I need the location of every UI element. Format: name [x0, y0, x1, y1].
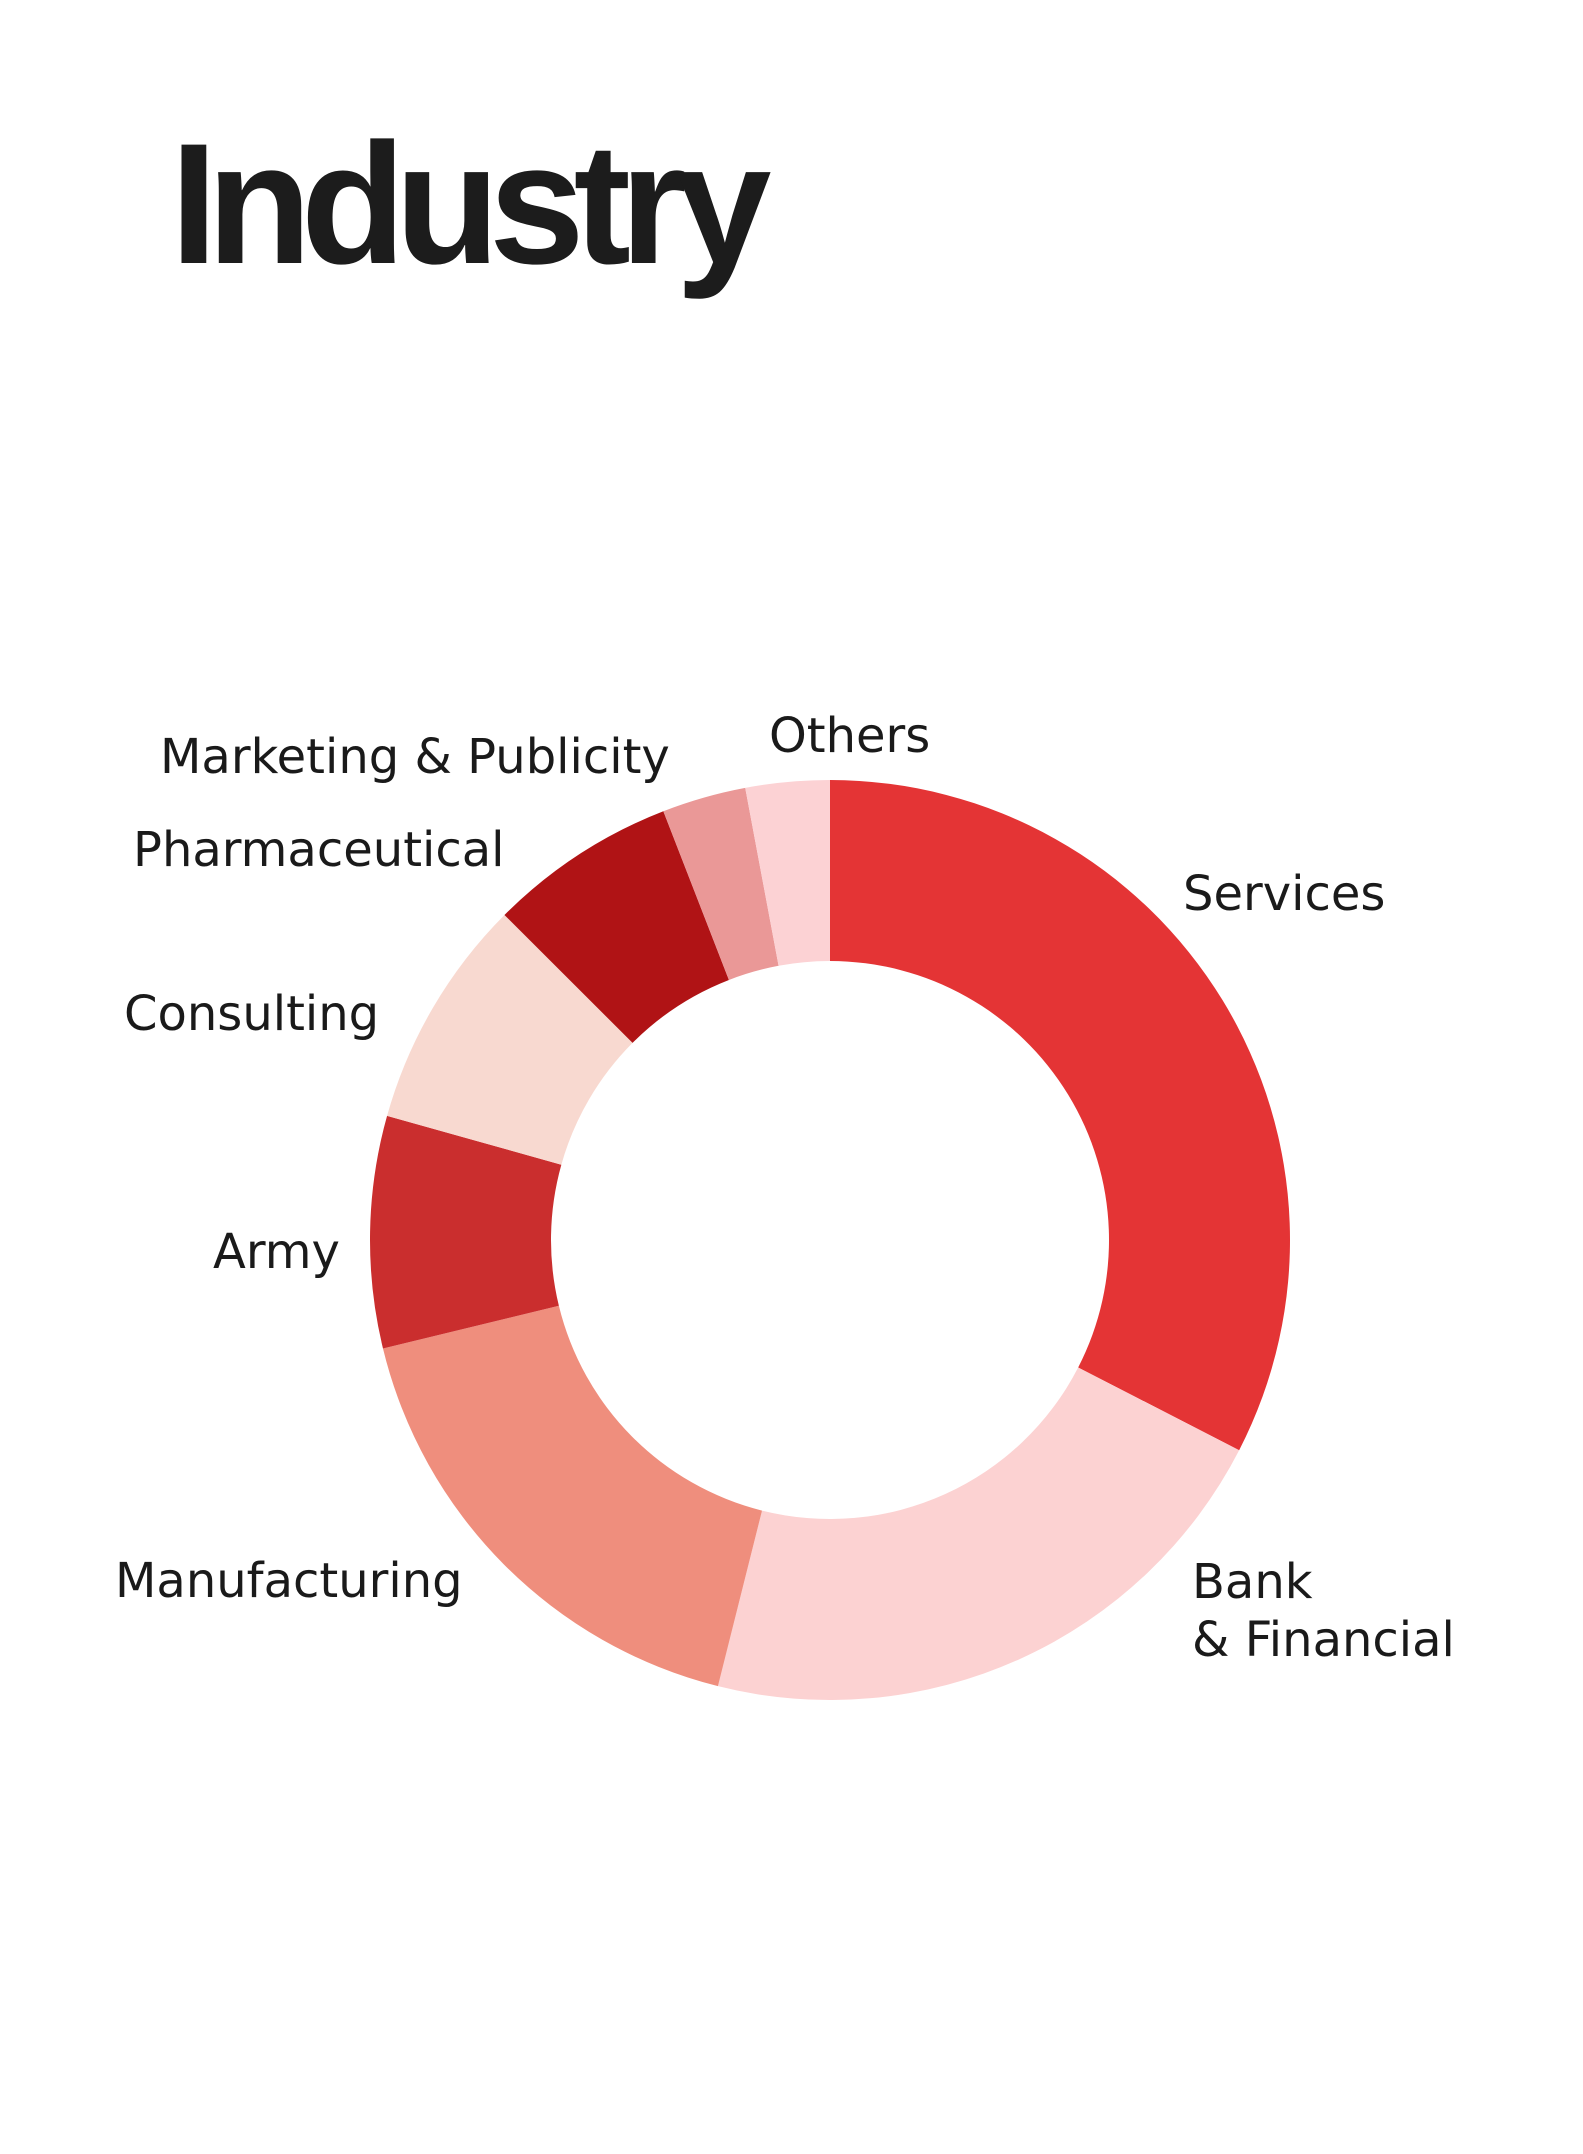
slice-marketing-publicity — [663, 787, 779, 980]
label-others: Others — [769, 708, 930, 764]
label-marketing-publicity: Marketing & Publicity — [160, 729, 670, 785]
page-title: Industry — [170, 108, 772, 300]
label-manufacturing: Manufacturing — [115, 1553, 463, 1609]
label-services: Services — [1183, 866, 1385, 922]
label-consulting: Consulting — [124, 986, 379, 1042]
label-army: Army — [213, 1224, 340, 1280]
slice-pharmaceutical — [504, 811, 729, 1043]
slice-army — [369, 1115, 562, 1349]
slice-consulting — [387, 914, 633, 1165]
slice-manufacturing — [382, 1305, 763, 1687]
slice-bank-financial — [717, 1367, 1240, 1700]
slice-others — [745, 780, 830, 966]
slice-labels: Services Bank & Financial Manufacturing Army… — [115, 708, 1455, 1668]
slice-services — [830, 780, 1291, 1451]
donut-slices — [369, 780, 1291, 1700]
label-pharmaceutical: Pharmaceutical — [133, 822, 504, 878]
label-bank-financial: Bank & Financial — [1192, 1554, 1455, 1668]
